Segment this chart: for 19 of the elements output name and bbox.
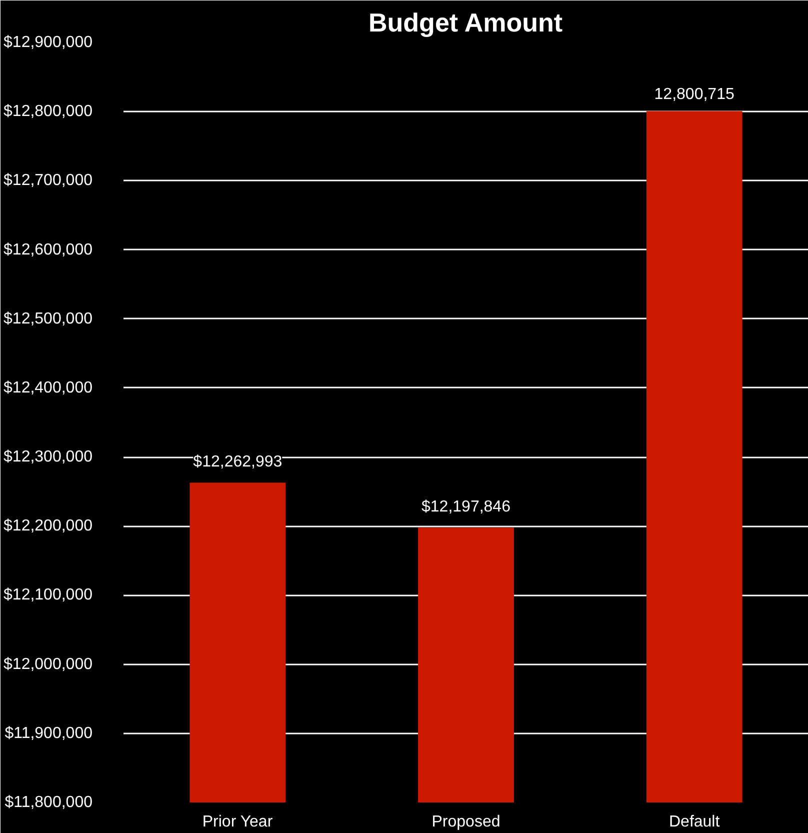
y-tick-label: $12,600,000 — [4, 241, 93, 258]
y-tick-label: $12,300,000 — [4, 448, 93, 466]
y-tick-label: $12,000,000 — [4, 656, 93, 673]
x-tick-label: Default — [668, 814, 720, 830]
chart-title: Budget Amount — [368, 8, 563, 38]
x-tick-label: Proposed — [432, 814, 500, 830]
data-label: $12,262,993 — [193, 454, 282, 471]
x-tick-label: Prior Year — [202, 814, 274, 830]
y-tick-label: $12,800,000 — [4, 103, 93, 120]
data-label: $12,197,846 — [422, 498, 511, 516]
y-tick-label: $12,500,000 — [4, 310, 93, 328]
y-tick-label: $11,800,000 — [4, 794, 93, 811]
y-tick-label: $12,900,000 — [4, 34, 93, 51]
y-tick-label: $12,100,000 — [4, 586, 93, 604]
y-tick-label: $12,700,000 — [4, 172, 93, 190]
y-tick-label: $12,400,000 — [4, 379, 93, 396]
data-label: 12,800,715 — [654, 86, 734, 104]
y-tick-label: $12,200,000 — [4, 518, 93, 535]
y-tick-label: $11,900,000 — [4, 724, 93, 742]
